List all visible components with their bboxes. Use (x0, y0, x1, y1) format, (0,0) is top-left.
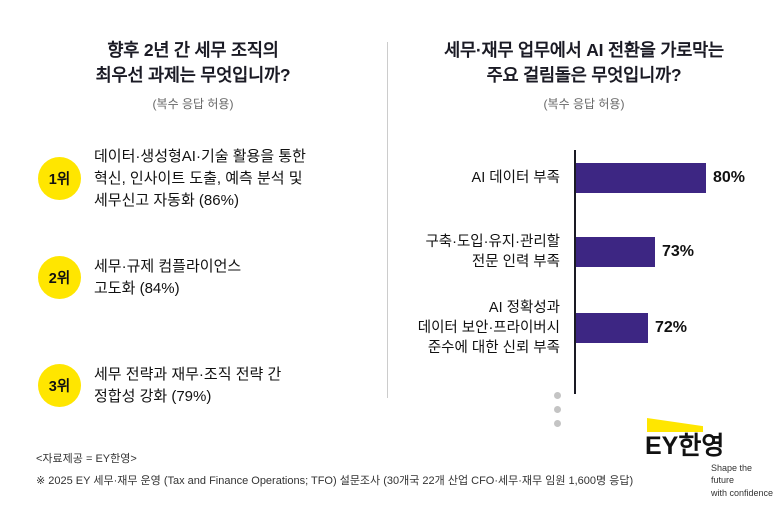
vertical-divider (387, 42, 388, 398)
left-panel-tax-priorities: 향후 2년 간 세무 조직의 최우선 과제는 무엇입니까? (복수 응답 허용)… (28, 38, 358, 408)
rank-2-text: 세무·규제 컴플라이언스 고도화 (84%) (94, 257, 242, 297)
ellipsis-dots (550, 391, 564, 427)
bar-row: 구축·도입·유지·관리할 전문 인력 부족 73% (398, 232, 770, 272)
rank-3-badge: 3위 (38, 364, 81, 408)
rank-1-badge: 1위 (38, 157, 81, 201)
bar-category-label: AI 정확성과 데이터 보안·프라이버시 준수에 대한 신뢰 부족 (417, 299, 560, 356)
bar-value-label: 73% (662, 242, 695, 260)
bar-chart: AI 데이터 부족 80% 구축·도입·유지·관리할 전문 인력 부족 73% … (398, 124, 770, 444)
bar-category-label: 구축·도입·유지·관리할 전문 인력 부족 (425, 233, 560, 270)
bar-row: AI 정확성과 데이터 보안·프라이버시 준수에 대한 신뢰 부족 72% (398, 298, 770, 358)
list-item: 1위 데이터·생성형AI·기술 활용을 통한 혁신, 인사이트 도출, 예측 분… (38, 146, 358, 212)
bar-category-label: AI 데이터 부족 (471, 169, 560, 186)
source-credit: <자료제공 = EY한영> (36, 453, 137, 465)
bar-fill (576, 162, 706, 193)
left-question-subtitle: (복수 응답 허용) (152, 96, 234, 111)
bar-row: AI 데이터 부족 80% (398, 162, 770, 193)
left-question-title: 향후 2년 간 세무 조직의 최우선 과제는 무엇입니까? (95, 40, 291, 85)
bar-fill (576, 236, 655, 267)
rank-2-badge: 2위 (38, 256, 81, 300)
ey-beam-icon (647, 418, 703, 432)
ey-hanyoung-logo: EY한영 Shape the future with confidence (645, 418, 775, 499)
list-item: 3위 세무 전략과 재무·조직 전략 간 정합성 강화 (79%) (38, 364, 358, 408)
survey-note: ※ 2025 EY 세무·재무 운영 (Tax and Finance Oper… (36, 475, 634, 487)
rank-1-text: 데이터·생성형AI·기술 활용을 통한 혁신, 인사이트 도출, 예측 분석 및… (94, 147, 306, 209)
ellipsis-dot (553, 391, 561, 399)
chart-axis-line (574, 149, 576, 394)
footer: <자료제공 = EY한영> ※ 2025 EY 세무·재무 운영 (Tax an… (36, 450, 633, 488)
ellipsis-dot (553, 419, 561, 427)
ranked-list: 1위 데이터·생성형AI·기술 활용을 통한 혁신, 인사이트 도출, 예측 분… (28, 146, 358, 408)
right-panel-ai-obstacles: 세무·재무 업무에서 AI 전환을 가로막는 주요 걸림돌은 무엇입니까? (복… (398, 38, 770, 444)
bar-fill (576, 312, 648, 343)
ey-logo-text: EY한영 (645, 432, 725, 460)
bar-value-label: 72% (655, 318, 688, 336)
ey-tagline: Shape the future with confidence (711, 463, 774, 498)
rank-3-text: 세무 전략과 재무·조직 전략 간 정합성 강화 (79%) (94, 365, 282, 405)
list-item: 2위 세무·규제 컴플라이언스 고도화 (84%) (38, 256, 358, 300)
right-question-subtitle: (복수 응답 허용) (543, 96, 625, 111)
bar-value-label: 80% (713, 168, 746, 186)
ellipsis-dot (553, 405, 561, 413)
right-question-title: 세무·재무 업무에서 AI 전환을 가로막는 주요 걸림돌은 무엇입니까? (444, 40, 724, 85)
